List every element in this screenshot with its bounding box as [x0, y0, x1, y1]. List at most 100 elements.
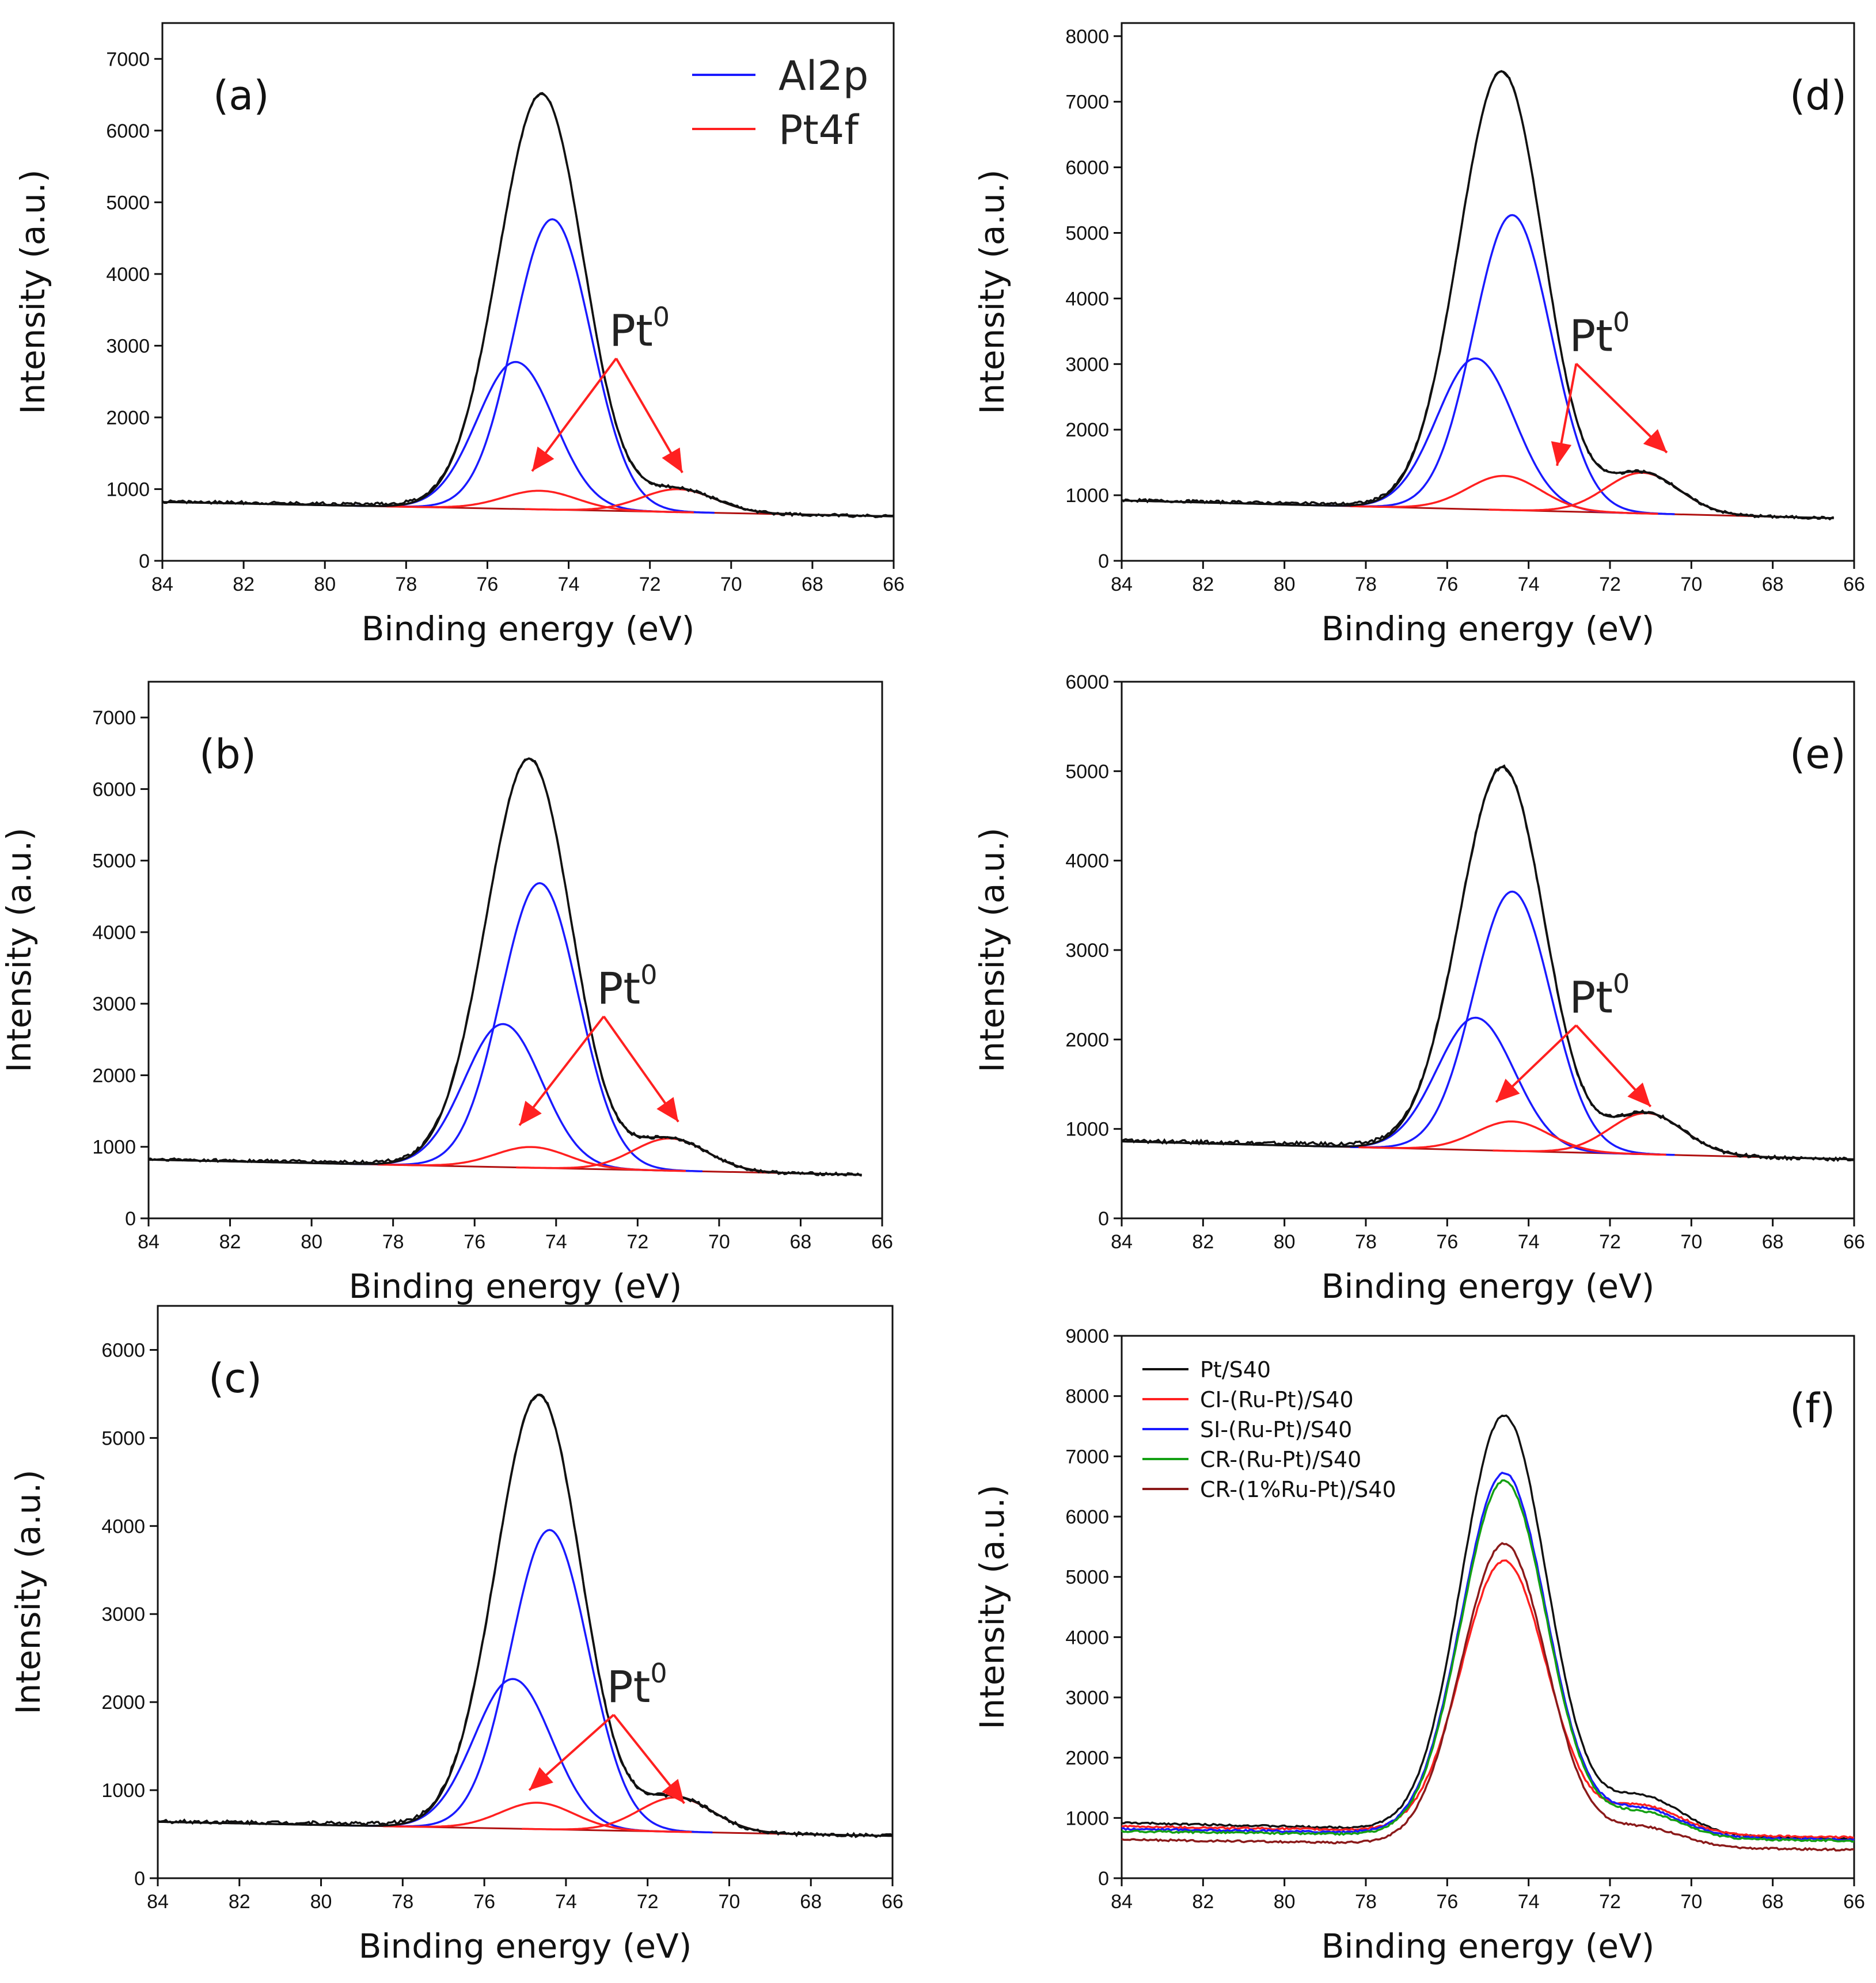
panel-c: 84 82 80 78 76 74 72 70 68 66 0 1000 2000 3000 4000 500…	[9, 1305, 903, 1966]
panel-a-x-tick-label: 70	[720, 573, 742, 595]
panel-b-annotation-pt0: Pt0	[597, 959, 658, 1014]
panel-c-x-tick-label: 82	[229, 1891, 250, 1913]
panel-e-x-tick-label: 68	[1762, 1231, 1784, 1253]
panel-e-x-tick-label: 84	[1111, 1231, 1133, 1253]
panel-a-plot-frame	[161, 22, 895, 562]
panel-a-annotation-arrowhead	[662, 447, 683, 473]
panel-d-x-tick-label: 70	[1680, 573, 1702, 595]
panel-b-component-al2p-1	[377, 882, 702, 1173]
panel-a-x-tick-label: 68	[802, 573, 823, 595]
panel-e-x-tick-label: 72	[1599, 1231, 1621, 1253]
panel-e-y-tick-label: 2000	[1065, 1029, 1109, 1051]
panel-c-x-tick-label: 76	[473, 1891, 495, 1913]
panel-d-y-tick-label: 7000	[1065, 92, 1109, 113]
panel-a-x-tick-label: 76	[477, 573, 499, 595]
panel-a-y-tick-label: 2000	[106, 407, 150, 429]
panel-f-x-tick-label: 78	[1355, 1891, 1377, 1913]
panel-d-x-tick-label: 82	[1192, 573, 1214, 595]
panel-e-y-tick-label: 0	[1098, 1208, 1109, 1230]
panel-f-x-tick-label: 80	[1274, 1891, 1296, 1913]
panel-e-x-tick-label: 82	[1192, 1231, 1214, 1253]
panel-b-y-axis-label: Intensity (a.u.)	[0, 827, 39, 1072]
panel-d-x-tick-label: 76	[1436, 573, 1458, 595]
panel-a-x-tick-label: 72	[639, 573, 661, 595]
panel-d-component-al2p-2	[1313, 357, 1638, 515]
panel-b-x-tick-label: 74	[545, 1231, 567, 1253]
panel-a-y-tick-label: 6000	[106, 120, 150, 142]
panel-c-x-tick-label: 74	[555, 1891, 577, 1913]
panel-a-y-tick-label: 5000	[106, 192, 150, 214]
panel-e-plot-frame	[1121, 681, 1855, 1220]
panel-a-legend-label-pt4f: Pt4f	[778, 107, 859, 154]
panel-d-y-tick-label: 5000	[1065, 222, 1109, 244]
panel-e-y-tick-label: 5000	[1065, 761, 1109, 782]
panel-e-x-tick-label: 80	[1274, 1231, 1296, 1253]
panel-a-x-tick-label: 82	[233, 573, 255, 595]
panel-d-fit-envelope	[1121, 70, 1834, 519]
panel-b-y-tick-label: 5000	[92, 850, 136, 872]
panel-b-component-al2p-2	[340, 1023, 666, 1172]
panel-a-component-pt4f-1	[386, 489, 694, 514]
panel-b-y-tick-label: 7000	[92, 707, 136, 729]
panel-c-panel-label: (c)	[208, 1355, 262, 1402]
panel-f-x-tick-label: 72	[1599, 1891, 1621, 1913]
panel-e-raw-data	[1121, 764, 1855, 1163]
panel-a-y-tick-label: 0	[139, 550, 150, 572]
panel-a-y-tick-label: 3000	[106, 335, 150, 357]
panel-b-x-tick-label: 78	[382, 1231, 404, 1253]
panel-c-annotation-arrowhead	[662, 1779, 685, 1804]
panel-f-panel-label: (f)	[1790, 1385, 1835, 1432]
panel-d-x-tick-label: 66	[1843, 573, 1865, 595]
panel-a-component-al2p-2	[354, 360, 678, 514]
panel-c-y-tick-label: 5000	[101, 1427, 145, 1449]
panel-c-y-tick-label: 0	[134, 1868, 145, 1890]
panel-e-panel-label: (e)	[1790, 731, 1846, 778]
panel-e-component-al2p-1	[1350, 890, 1675, 1156]
panel-f-x-tick-label: 66	[1843, 1891, 1865, 1913]
panel-b-component-pt4f-1	[377, 1146, 686, 1172]
panel-f-y-tick-label: 9000	[1065, 1325, 1109, 1347]
panel-c-x-tick-label: 66	[882, 1891, 903, 1913]
panel-d-y-tick-label: 0	[1098, 550, 1109, 572]
panel-f-y-tick-label: 2000	[1065, 1748, 1109, 1769]
panel-d-x-tick-label: 72	[1599, 573, 1621, 595]
panel-b-x-tick-label: 84	[138, 1231, 160, 1253]
panel-f-series-line	[1121, 1542, 1855, 1852]
panel-d-component-pt4f-1	[1350, 474, 1658, 515]
panel-f-legend-label: CI-(Ru-Pt)/S40	[1200, 1387, 1354, 1412]
panel-d-annotation-arrowhead	[1551, 441, 1572, 466]
panel-d-component-pt4f-2	[1488, 472, 1797, 519]
panel-a-x-axis-label: Binding energy (eV)	[362, 609, 695, 648]
panel-a-annotation-arrowhead	[532, 446, 555, 472]
panel-c-x-tick-label: 70	[719, 1891, 740, 1913]
panel-b-plot-frame	[147, 681, 883, 1220]
panel-c-component-al2p-1	[386, 1529, 713, 1834]
panel-b-x-tick-label: 76	[464, 1231, 485, 1253]
panel-e-component-pt4f-1	[1358, 1120, 1666, 1156]
panel-e-x-tick-label: 78	[1355, 1231, 1377, 1253]
panel-f-y-tick-label: 8000	[1065, 1386, 1109, 1408]
panel-a-x-tick-label: 78	[395, 573, 417, 595]
panel-c-y-tick-label: 1000	[101, 1780, 145, 1802]
panel-c-annotation-arrowhead	[529, 1767, 553, 1791]
panel-f-y-tick-label: 7000	[1065, 1446, 1109, 1468]
panel-d-annotation-pt0: Pt0	[1569, 307, 1630, 362]
panel-b-x-tick-label: 72	[626, 1231, 648, 1253]
panel-d-x-tick-label: 78	[1355, 573, 1377, 595]
panel-b-x-tick-label: 68	[790, 1231, 812, 1253]
panel-c-x-tick-label: 68	[800, 1891, 822, 1913]
panel-f-y-tick-label: 0	[1098, 1868, 1109, 1890]
panel-e-component-pt4f-2	[1493, 1112, 1801, 1159]
panel-a-x-tick-label: 74	[558, 573, 580, 595]
panel-e-annotation-arrowhead	[1496, 1078, 1520, 1103]
panel-b-x-tick-label: 70	[708, 1231, 730, 1253]
panel-e-y-tick-label: 1000	[1065, 1119, 1109, 1141]
panel-f: 84 82 80 78 76 74 72 70 68 66 0 1000 2000 3000 4000 500…	[973, 1325, 1865, 1966]
panel-c-fit-envelope	[157, 1394, 893, 1837]
panel-c-raw-data	[157, 1393, 894, 1838]
panel-b-y-tick-label: 6000	[92, 778, 136, 800]
panel-e-x-tick-label: 76	[1436, 1231, 1458, 1253]
panel-a: 84 82 80 78 76 74 72 70 68 66 0 1000 2000 3000 4000 500…	[13, 22, 905, 648]
panel-e-y-tick-label: 6000	[1065, 671, 1109, 693]
